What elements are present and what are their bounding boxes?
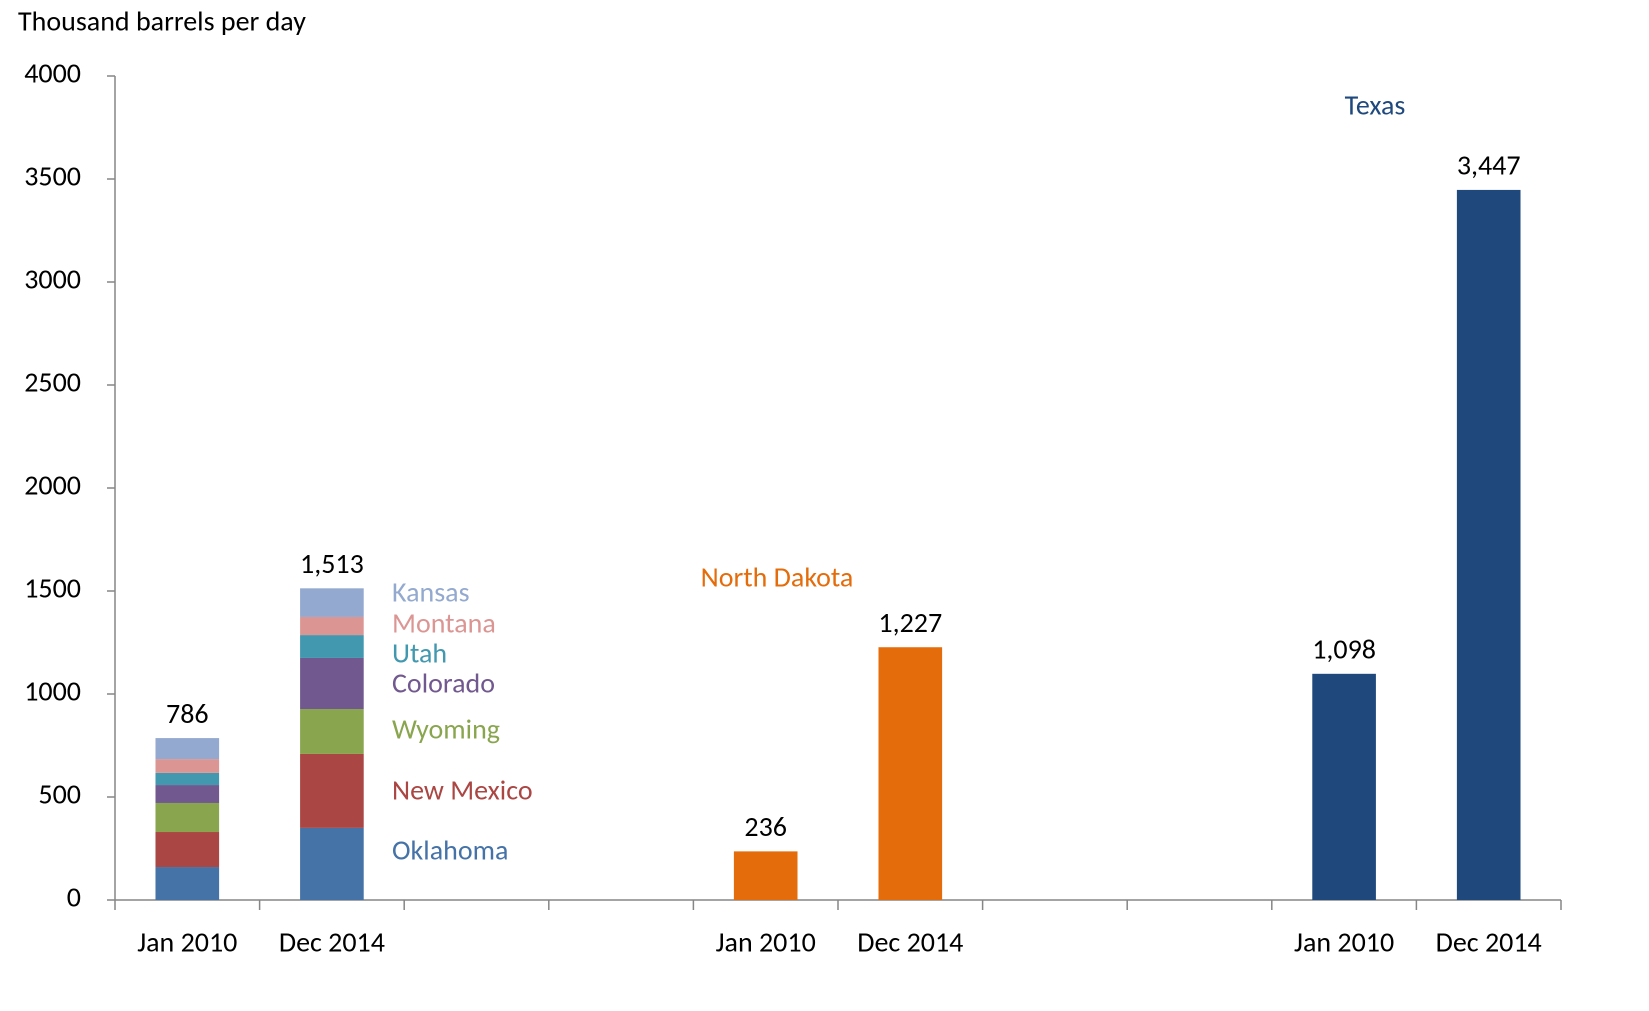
x-tick-label: Dec 2014 [1436, 925, 1542, 960]
series-label: New Mexico [392, 773, 533, 808]
series-label: Colorado [392, 666, 495, 701]
data-label: 3,447 [1457, 148, 1521, 183]
bar-segment [155, 832, 220, 868]
bar-segment [155, 738, 220, 760]
bar-segment [155, 802, 220, 833]
y-tick-label: 3000 [24, 262, 81, 297]
bar-segment [1312, 673, 1376, 900]
bar-segment [300, 657, 364, 710]
series-label: Oklahoma [392, 833, 508, 868]
bar-segment [300, 635, 364, 658]
series-label: Montana [392, 606, 496, 641]
x-tick-label: Dec 2014 [279, 925, 385, 960]
data-label: 1,098 [1312, 631, 1376, 666]
x-tick-label: Dec 2014 [857, 925, 963, 960]
bar-segment [300, 709, 364, 754]
series-label: Kansas [392, 575, 470, 610]
bar-segment [300, 588, 364, 617]
y-axis-title: Thousand barrels per day [18, 4, 306, 39]
x-tick-label: Jan 2010 [1294, 925, 1394, 960]
y-tick-label: 500 [38, 777, 81, 812]
bar-segment [155, 867, 220, 900]
series-label: Utah [392, 636, 447, 671]
data-label: 236 [744, 809, 787, 844]
bar-segment [300, 616, 364, 636]
series-label: North Dakota [701, 560, 854, 595]
total-label: 786 [166, 696, 209, 731]
bar-segment [155, 759, 220, 773]
y-tick-label: 4000 [24, 56, 81, 91]
y-tick-label: 2500 [24, 365, 81, 400]
bar-segment [155, 785, 220, 803]
bar-segment [300, 827, 364, 900]
bar-segment [155, 772, 220, 786]
series-label: Texas [1345, 88, 1406, 123]
y-tick-label: 1500 [24, 571, 81, 606]
y-tick-label: 3500 [24, 159, 81, 194]
y-tick-label: 1000 [24, 674, 81, 709]
data-label: 1,227 [878, 605, 942, 640]
x-tick-label: Jan 2010 [137, 925, 237, 960]
bar-segment [733, 851, 798, 900]
bar-segment [300, 753, 364, 828]
bar-segment [878, 647, 943, 900]
y-tick-label: 2000 [24, 468, 81, 503]
x-tick-label: Jan 2010 [716, 925, 816, 960]
total-label: 1,513 [300, 546, 364, 581]
series-label: Wyoming [392, 712, 500, 747]
y-tick-label: 0 [67, 880, 81, 915]
bar-segment [1456, 189, 1521, 901]
